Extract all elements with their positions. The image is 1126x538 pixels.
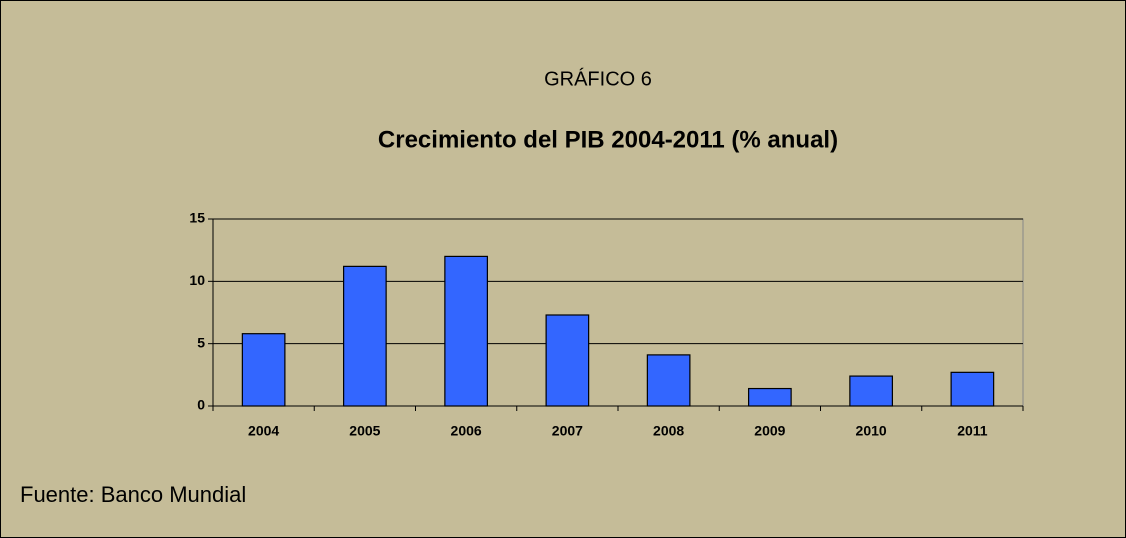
source-note: Fuente: Banco Mundial (20, 482, 246, 507)
bar (444, 255, 488, 407)
x-tick-label: 2005 (349, 423, 380, 439)
y-tick-label: 5 (197, 334, 205, 350)
bar (545, 314, 590, 407)
bar (241, 333, 286, 407)
bar (343, 265, 387, 407)
x-tick-label: 2007 (552, 423, 583, 439)
x-tick-label: 2009 (754, 423, 785, 439)
x-tick-label: 2006 (451, 423, 482, 439)
y-tick-label: 10 (189, 272, 205, 288)
bar (849, 375, 893, 407)
x-tick-label: 2011 (957, 423, 988, 439)
x-tick-label: 2004 (248, 423, 279, 439)
x-tick-label: 2010 (856, 423, 887, 439)
bar (646, 354, 691, 407)
bar (950, 371, 995, 407)
y-tick-label: 15 (189, 210, 205, 226)
chart-title: Crecimiento del PIB 2004-2011 (% anual) (378, 126, 838, 153)
y-tick-label: 0 (197, 397, 205, 413)
chart-label: GRÁFICO 6 (544, 67, 652, 90)
x-tick-label: 2008 (653, 423, 684, 439)
bar (748, 387, 792, 407)
